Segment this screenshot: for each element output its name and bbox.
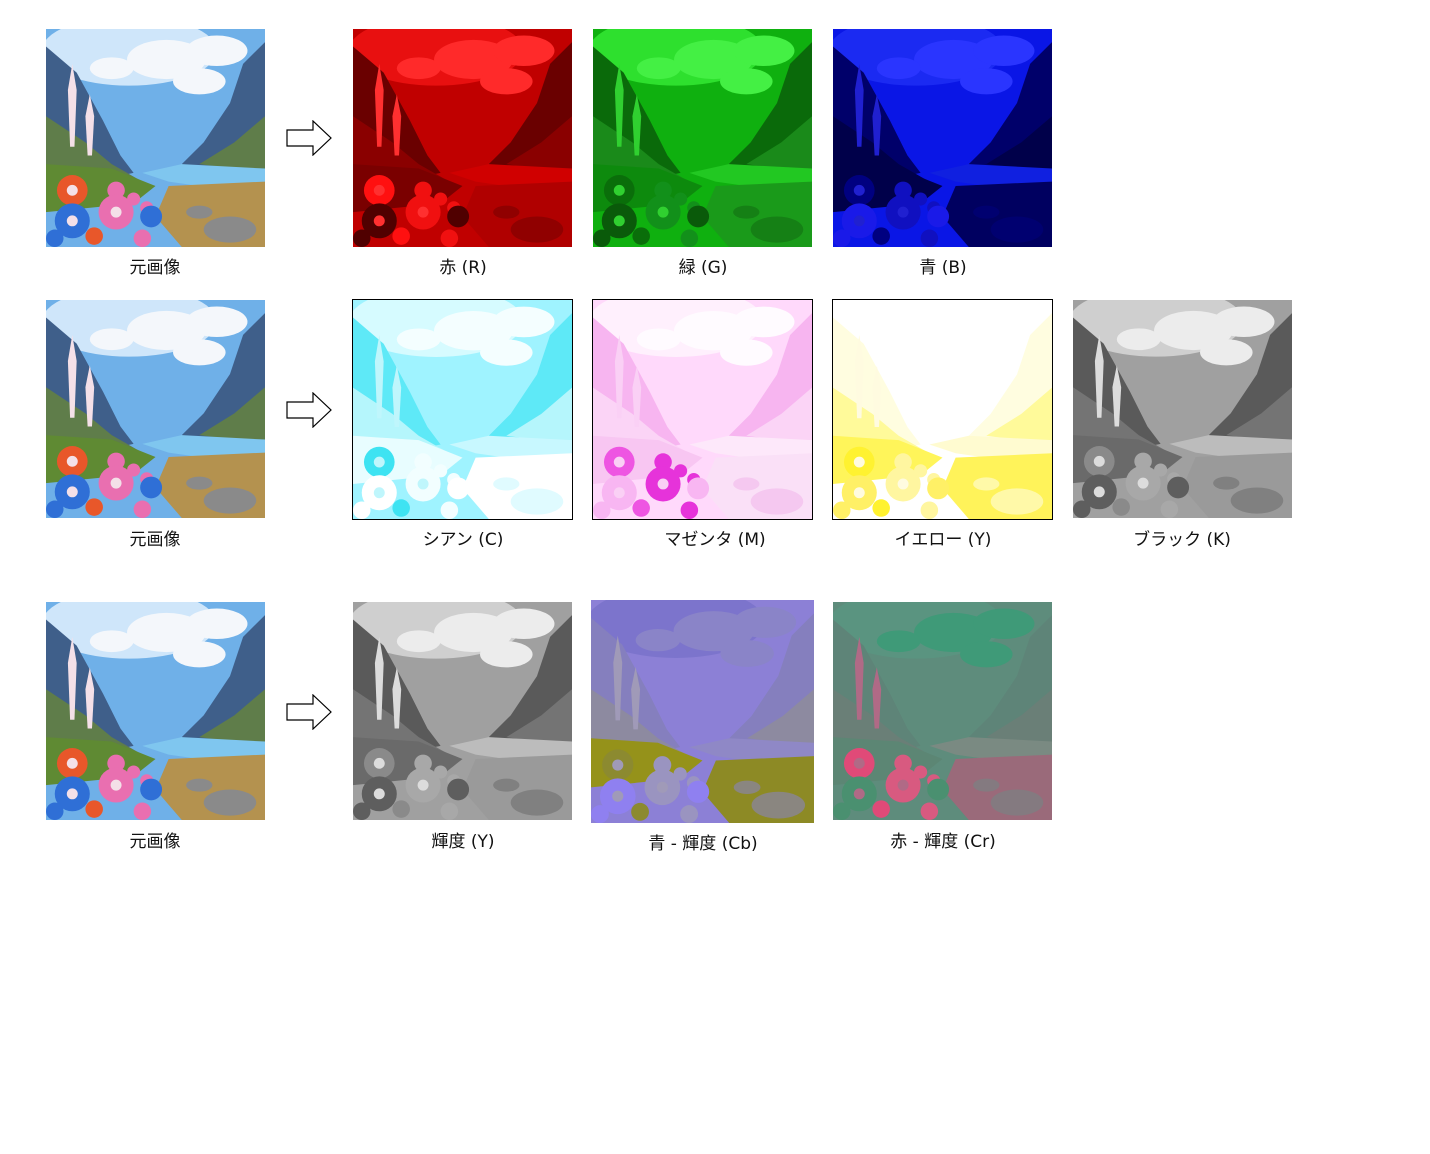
channel-image-green [593,29,812,247]
original-image-caption: 元画像 [129,832,181,852]
right-arrow-icon [286,392,332,428]
channel-caption-green: 緑 (G) [678,258,728,278]
channel-image-red [353,29,572,247]
channel-caption-cyan: シアン (C) [422,530,504,550]
channel-image-yellow [832,299,1053,520]
original-image-caption: 元画像 [129,258,181,278]
channel-caption-cr: 赤 - 輝度 (Cr) [890,832,996,852]
channel-image-cr [833,602,1052,820]
right-arrow-icon [286,120,332,156]
channel-image-magenta [592,299,813,520]
channel-caption-red: 赤 (R) [439,258,487,278]
channel-image-cb [591,600,814,823]
channel-caption-magenta: マゼンタ (M) [664,530,766,550]
channel-caption-luma: 輝度 (Y) [431,832,495,852]
original-image [46,602,265,820]
original-image-caption: 元画像 [129,530,181,550]
original-image [46,29,265,247]
channel-image-cyan [352,299,573,520]
channel-caption-black: ブラック (K) [1133,530,1231,550]
channel-image-luma [353,602,572,820]
original-image [46,300,265,518]
right-arrow-icon [286,694,332,730]
channel-caption-blue: 青 (B) [919,258,967,278]
channel-image-blue [833,29,1052,247]
channel-image-black [1073,300,1292,518]
channel-caption-cb: 青 - 輝度 (Cb) [648,834,758,854]
channel-caption-yellow: イエロー (Y) [894,530,992,550]
